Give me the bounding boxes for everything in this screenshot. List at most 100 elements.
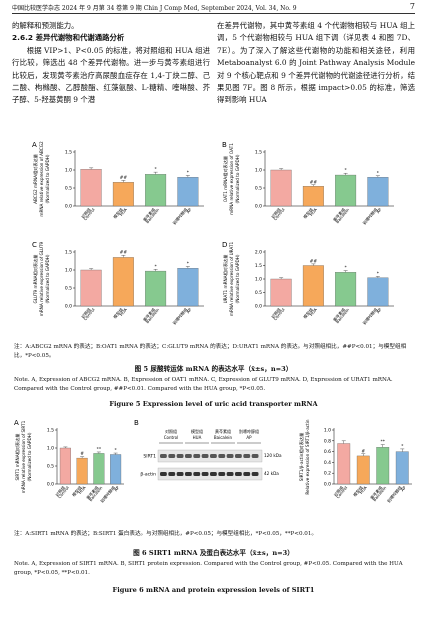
- blot-band: [251, 472, 259, 476]
- bar: [356, 455, 370, 485]
- y-tick-label: 0.0: [255, 304, 262, 310]
- blot-band: [226, 472, 234, 476]
- bar: [93, 453, 105, 485]
- x-tick-label: AP: [375, 207, 383, 215]
- error-bar: [343, 270, 348, 273]
- y-tick-label: 0.5: [65, 186, 72, 192]
- significance-label: *: [377, 271, 380, 277]
- bar: [80, 169, 102, 207]
- figure-note: Note. A, Expression of SIRT1 mRNA. B, SI…: [14, 561, 403, 576]
- x-tick-label: HUA: [309, 307, 319, 317]
- error-bar: [400, 448, 405, 452]
- significance-label: *: [345, 168, 348, 174]
- significance-label: #: [80, 451, 84, 457]
- band-size: 42 kDa: [264, 471, 279, 476]
- y-axis-label: mRNA relative expression of ABCG2: [39, 141, 44, 217]
- y-axis-label: (Normalized to GAPDH): [235, 154, 240, 203]
- figure-note: 注：A:ABCG2 mRNA 的表达；B:OAT1 mRNA 的表达；C:GLU…: [14, 344, 407, 359]
- blot-band: [160, 454, 167, 458]
- y-tick-label: 0.8: [324, 438, 331, 444]
- y-axis-label: SIRT1/β-actin相对表达量: [298, 433, 305, 482]
- y-axis-label: Relative expression of SIRT1/β-actin: [305, 419, 310, 494]
- y-tick-label: 0.5: [65, 286, 72, 292]
- y-axis-label: OAT1 mRNA相对表达量: [222, 156, 229, 202]
- bar: [80, 269, 102, 307]
- error-bar: [113, 452, 118, 455]
- bar: [270, 169, 292, 207]
- blot-band: [193, 472, 201, 476]
- paragraph: 的解释和预测能力。: [12, 21, 79, 30]
- y-tick-label: 0.0: [47, 482, 54, 488]
- blot-band: [201, 454, 209, 458]
- error-bar: [89, 268, 94, 270]
- blot-band: [235, 454, 242, 458]
- chart: C GLUT9 mRNA相对表达量 mRNA relative expression…: [32, 241, 204, 326]
- x-tick-label: AP: [375, 307, 383, 315]
- page-number: 7: [409, 2, 415, 11]
- figure-caption: 图 5 尿酸转运体 mRNA 的表达水平（x̄±s，n=3）: [134, 365, 293, 373]
- y-tick-label: 2.0: [255, 250, 262, 256]
- bar: [335, 272, 357, 307]
- significance-label: *: [115, 448, 118, 454]
- bar: [395, 451, 409, 485]
- blot-band: [176, 472, 184, 476]
- error-bar: [121, 180, 126, 183]
- error-bar: [80, 456, 85, 459]
- panel-letter: A: [14, 419, 19, 427]
- blot-band: [176, 454, 184, 458]
- y-axis-label: URAT1 mRNA相对表达量: [222, 255, 229, 304]
- y-tick-label: 1.5: [255, 150, 262, 156]
- y-tick-label: 1.0: [65, 168, 72, 174]
- panel-letter: A: [32, 141, 37, 149]
- error-bar: [121, 255, 126, 258]
- bar: [145, 270, 167, 307]
- error-bar: [343, 173, 348, 176]
- bar: [367, 177, 389, 207]
- significance-label: *: [155, 167, 158, 173]
- x-tick-label: HUA: [358, 485, 368, 495]
- figure-caption: Figure 5 Expression level of uric acid t…: [109, 400, 318, 408]
- error-bar: [185, 175, 190, 178]
- significance-label: *: [187, 261, 190, 267]
- blot-band: [193, 454, 201, 458]
- blot-band: [251, 454, 259, 458]
- header-rule: [12, 13, 415, 14]
- error-bar: [279, 277, 284, 279]
- error-bar: [153, 171, 158, 175]
- lane-label: 模型组: [191, 428, 203, 434]
- y-tick-label: 0.0: [255, 204, 262, 210]
- blot-band: [168, 472, 176, 476]
- significance-label: *: [377, 170, 380, 176]
- lane-label: 黄芩素组: [215, 428, 231, 434]
- figure-note: Note. A, Expression of ABCG2 mRNA. B, Ex…: [14, 377, 393, 392]
- significance-label: **: [97, 446, 102, 452]
- band-name: SIRT1: [143, 454, 156, 460]
- y-axis-label: ABCG2 mRNA相对表达量: [32, 154, 39, 204]
- bar: [302, 265, 324, 307]
- y-axis-label: (Normalized to GAPDH): [45, 254, 50, 303]
- bar: [59, 447, 71, 485]
- blot-band: [210, 472, 217, 476]
- error-bar: [361, 453, 366, 456]
- y-tick-label: 1.5: [65, 250, 72, 256]
- chart: D URAT1 mRNA相对表达量 mRNA relative expression…: [222, 241, 394, 326]
- blot-band: [210, 454, 217, 458]
- journal-header: 中国比较医学杂志 2024 年 9 月第 34 卷第 9 期 Chin J Co…: [12, 5, 297, 12]
- y-tick-label: 1.5: [47, 428, 54, 434]
- y-tick-label: 1.0: [65, 268, 72, 274]
- y-axis-label: mRNA relative expression of GLUT9: [39, 241, 44, 316]
- y-axis-label: (Normalized to GAPDH): [235, 254, 240, 303]
- significance-label: *: [401, 443, 404, 449]
- y-tick-label: 1.5: [255, 263, 262, 269]
- error-bar: [63, 446, 68, 448]
- y-tick-label: 0.0: [65, 204, 72, 210]
- y-axis-label: (Normalized to GAPDH): [27, 432, 32, 481]
- bar: [177, 268, 199, 307]
- blot-band: [243, 472, 251, 476]
- figure-note: 注：A:SIRT1 mRNA 的表达；B:SIRT1 蛋白表达。与对照组相比，#…: [14, 531, 318, 537]
- bar: [335, 174, 357, 207]
- x-tick-label: AP: [113, 485, 121, 493]
- blot-band: [243, 454, 251, 458]
- y-axis-label: mRNA relative expression of URAT1: [229, 242, 234, 317]
- y-axis-label: SIRT1 mRNA相对表达量: [14, 434, 21, 481]
